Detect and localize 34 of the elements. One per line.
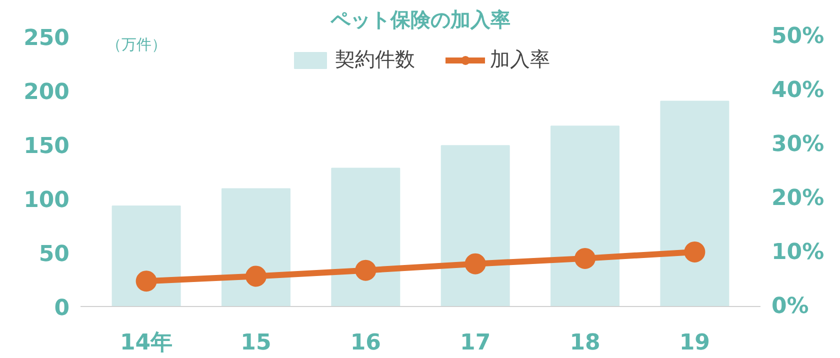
point xyxy=(136,270,157,292)
x-tick-label: 17 xyxy=(460,330,491,356)
x-tick-label: 19 xyxy=(679,330,710,356)
legend-label: 加入率 xyxy=(490,46,550,73)
y-tick-label: 0 xyxy=(54,296,70,321)
y-axis-title: （万件） xyxy=(106,36,166,54)
x-tick-label: 18 xyxy=(570,330,600,356)
bar xyxy=(440,145,510,306)
point xyxy=(355,260,376,281)
bar xyxy=(331,168,400,306)
bar xyxy=(221,188,290,306)
y-tick-label: 150 xyxy=(24,134,70,159)
y-tick-label: 100 xyxy=(24,188,70,213)
legend-label: 契約件数 xyxy=(335,46,415,73)
x-tick-label: 15 xyxy=(240,330,272,356)
point xyxy=(684,241,706,262)
y2-tick-label: 50% xyxy=(772,24,824,49)
y2-tick-label: 30% xyxy=(772,132,824,157)
y2-tick-label: 20% xyxy=(772,186,824,211)
point xyxy=(245,266,266,287)
bar xyxy=(550,126,620,306)
point xyxy=(574,248,596,269)
bar xyxy=(112,206,181,306)
bar xyxy=(660,100,730,306)
y-tick-label: 200 xyxy=(24,80,70,105)
y2-tick-label: 40% xyxy=(772,78,824,103)
y2-tick-label: 0% xyxy=(772,294,809,319)
x-tick-label: 14年 xyxy=(120,330,173,356)
y-tick-label: 50 xyxy=(38,242,70,267)
point xyxy=(464,253,486,274)
x-tick-label: 16 xyxy=(350,330,381,356)
chart-title: ペット保険の加入率 xyxy=(330,8,510,32)
y-tick-label: 250 xyxy=(24,26,70,51)
y2-tick-label: 10% xyxy=(772,240,824,265)
